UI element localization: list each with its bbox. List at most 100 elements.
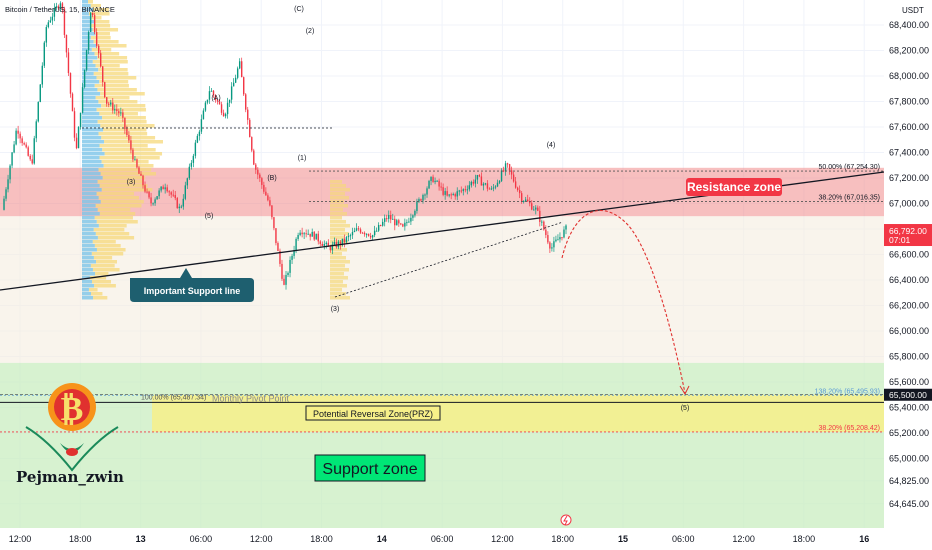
candle-body <box>214 95 217 101</box>
candle-body <box>553 241 555 248</box>
candle-body <box>35 121 37 139</box>
bitcoin-icon: ₿ <box>61 389 84 429</box>
candle-body <box>110 102 112 105</box>
candle-body <box>355 228 358 231</box>
candle-body <box>529 201 531 204</box>
candle-body <box>104 82 106 98</box>
candle-body <box>484 183 487 185</box>
support-line-badge[interactable]: Important Support line <box>130 268 254 302</box>
candle-body <box>186 178 189 186</box>
candle-body <box>188 166 191 179</box>
candle-body <box>25 144 27 148</box>
candle-body <box>539 210 541 222</box>
candle-body <box>565 225 567 230</box>
price-tick: 65,600.00 <box>889 377 929 387</box>
candle-body <box>257 169 259 175</box>
candle-body <box>39 84 41 102</box>
price-tick: 66,600.00 <box>889 250 929 260</box>
candle-body <box>388 215 390 219</box>
candle-body <box>281 263 283 279</box>
resistance-zone-badge[interactable]: Resistance zone <box>686 178 782 196</box>
fib-label-1382: 138.20% (65,495.93) <box>815 388 880 395</box>
candle-body <box>47 22 50 28</box>
candle-body <box>361 232 364 234</box>
candle-body <box>323 243 325 246</box>
candle-body <box>126 128 128 135</box>
candle-body <box>212 90 215 96</box>
fib-label-382: 38.20% (67,016.35) <box>819 194 881 201</box>
candle-body <box>426 188 428 195</box>
candle-body <box>31 159 33 164</box>
candle-body <box>369 235 372 238</box>
time-tick: 16 <box>859 534 869 544</box>
candle-body <box>43 42 46 66</box>
candle-body <box>339 241 342 245</box>
candle-body <box>555 239 557 242</box>
prz-badge[interactable]: Potential Reversal Zone(PRZ) <box>305 405 441 421</box>
candle-body <box>343 238 346 243</box>
candle-body <box>261 178 263 185</box>
time-tick: 14 <box>377 534 387 544</box>
candle-body <box>394 218 396 226</box>
price-axis[interactable] <box>884 0 932 550</box>
candle-body <box>492 187 495 189</box>
candle-body <box>321 243 323 246</box>
candle-body <box>196 135 199 143</box>
candle-body <box>498 181 501 183</box>
candle-body <box>275 228 277 244</box>
candle-body <box>514 181 517 188</box>
candle-body <box>402 224 404 227</box>
time-axis[interactable] <box>0 528 932 550</box>
candle-body <box>450 194 452 196</box>
candle-body <box>317 233 319 242</box>
candle-body <box>140 173 142 176</box>
wave-label-3a: (3) <box>127 179 136 186</box>
candle-body <box>29 155 31 160</box>
candle-body <box>138 167 140 174</box>
candle-body <box>170 192 172 195</box>
candle-body <box>87 32 90 50</box>
candle-body <box>520 193 523 202</box>
candle-body <box>174 195 176 199</box>
candle-body <box>132 149 134 160</box>
candle-body <box>428 180 430 189</box>
prz-area <box>152 394 884 432</box>
price-tick: 65,800.00 <box>889 352 929 362</box>
candle-body <box>176 198 178 209</box>
candle-body <box>414 210 416 216</box>
price-tick: 66,000.00 <box>889 326 929 336</box>
candle-body <box>486 183 489 189</box>
pivot-label: Monthly Pivot Point <box>212 393 290 403</box>
pivot-value-label: 100.00% (65,487.34) <box>141 394 206 401</box>
candle-body <box>535 207 537 210</box>
candle-body <box>172 194 174 196</box>
candle-body <box>144 185 146 192</box>
lightning-icon[interactable] <box>560 514 572 526</box>
candle-body <box>190 162 193 167</box>
marked-price-tag: 65,500.00 <box>884 388 932 401</box>
price-tick: 64,825.00 <box>889 476 929 486</box>
candle-body <box>549 242 551 249</box>
candle-body <box>33 138 35 164</box>
candle-body <box>168 191 170 193</box>
candle-body <box>502 170 505 172</box>
support-zone-badge[interactable]: Support zone <box>314 454 426 482</box>
candle-body <box>373 230 376 236</box>
time-tick: 06:00 <box>672 534 695 544</box>
candle-body <box>522 200 525 202</box>
candle-body <box>381 221 384 226</box>
candle-body <box>557 239 559 241</box>
candle-body <box>228 99 231 103</box>
candle-body <box>398 220 400 224</box>
candle-body <box>9 165 11 180</box>
price-tick: 68,200.00 <box>889 46 929 56</box>
candle-body <box>124 117 126 129</box>
candle-body <box>27 147 29 156</box>
candle-body <box>232 82 235 87</box>
candle-body <box>41 65 43 85</box>
candle-body <box>375 230 378 232</box>
candle-body <box>448 194 450 196</box>
candle-body <box>347 235 350 238</box>
price-tick: 66,200.00 <box>889 301 929 311</box>
